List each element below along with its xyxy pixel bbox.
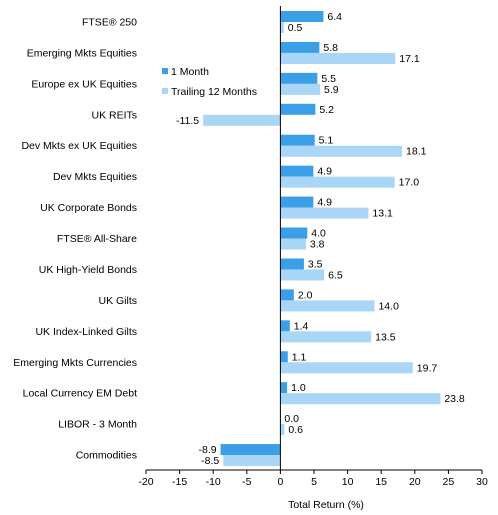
data-label: 5.5 — [321, 73, 336, 85]
bar-trailing-12-months — [280, 269, 325, 281]
bar-1-month — [280, 289, 294, 301]
data-label: 2.0 — [298, 289, 313, 301]
x-tick-label: 30 — [476, 476, 488, 488]
bar-1-month — [280, 72, 318, 84]
bar-trailing-12-months — [280, 238, 306, 250]
x-tick-label: 15 — [375, 476, 387, 488]
category-label: Europe ex UK Equities — [31, 78, 137, 90]
data-label: 5.2 — [319, 104, 334, 116]
bar-1-month — [280, 134, 315, 146]
data-label: 4.0 — [311, 228, 326, 240]
bar-1-month — [280, 320, 290, 332]
legend-swatch-trailing-12-months — [162, 88, 168, 94]
category-label: Commodities — [76, 450, 137, 462]
bar-trailing-12-months — [280, 176, 395, 188]
category-label: Emerging Mkts Currencies — [13, 357, 137, 369]
bar-trailing-12-months — [280, 83, 321, 95]
data-label: 17.0 — [399, 177, 420, 189]
data-label: 23.8 — [444, 393, 465, 405]
bars-layer — [203, 11, 441, 467]
bar-trailing-12-months — [203, 114, 281, 126]
bar-trailing-12-months — [280, 331, 372, 343]
category-label: UK High-Yield Bonds — [39, 264, 137, 276]
category-label: UK Corporate Bonds — [40, 202, 137, 214]
bar-trailing-12-months — [280, 424, 285, 436]
data-label: 4.9 — [317, 166, 332, 178]
x-tick-label: 10 — [342, 476, 354, 488]
bar-trailing-12-months — [223, 455, 281, 467]
bar-1-month — [280, 103, 316, 115]
data-label: 3.5 — [308, 258, 323, 270]
bar-1-month — [280, 258, 304, 270]
bar-1-month — [280, 165, 314, 177]
bar-1-month — [280, 196, 314, 208]
legend-label: 1 Month — [171, 66, 209, 78]
data-label: 17.1 — [399, 53, 420, 65]
category-label: UK Index-Linked Gilts — [35, 326, 137, 338]
x-tick-label: 0 — [277, 476, 283, 488]
legend: 1 Month Trailing 12 Months — [162, 66, 257, 98]
legend-label: Trailing 12 Months — [171, 86, 257, 98]
x-axis-title: Total Return (%) — [288, 499, 364, 511]
x-tick-label: 20 — [409, 476, 421, 488]
x-tick-label: 5 — [311, 476, 317, 488]
data-label: 6.5 — [328, 269, 343, 281]
category-label: Emerging Mkts Equities — [27, 47, 137, 59]
x-tick-label: -5 — [242, 476, 251, 488]
data-label: -8.9 — [198, 444, 216, 456]
category-label: LIBOR - 3 Month — [58, 419, 137, 431]
data-label: 5.8 — [323, 42, 338, 54]
category-labels: FTSE® 250 Emerging Mkts Equities Europe ex… — [13, 17, 137, 462]
bar-1-month — [220, 444, 281, 456]
data-label: 18.1 — [406, 146, 427, 158]
bar-1-month — [280, 41, 320, 53]
x-tick-label: -10 — [206, 476, 221, 488]
data-label: 6.4 — [327, 11, 342, 23]
data-label: 19.7 — [417, 362, 438, 374]
data-label: 13.1 — [372, 208, 393, 220]
bar-trailing-12-months — [280, 207, 369, 219]
bar-trailing-12-months — [280, 52, 396, 64]
category-label: Dev Mkts Equities — [53, 171, 137, 183]
bar-1-month — [280, 351, 288, 363]
bar-1-month — [280, 382, 288, 394]
data-label: 5.9 — [324, 84, 339, 96]
data-label: 13.5 — [375, 331, 396, 343]
bar-trailing-12-months — [280, 145, 403, 157]
x-tick-label: 25 — [443, 476, 455, 488]
data-label: 0.5 — [288, 22, 303, 34]
category-label: UK REITs — [91, 109, 137, 121]
legend-swatch-1-month — [162, 68, 168, 74]
bar-1-month — [280, 11, 324, 22]
data-label: 1.0 — [291, 382, 306, 394]
category-label: Local Currency EM Debt — [23, 388, 137, 400]
value-labels: 6.4 0.5 5.8 17.1 5.55.9 5.2 -11.5 5.1 18.1 4.9 17.… — [176, 11, 465, 467]
category-label: UK Gilts — [98, 295, 137, 307]
x-tick-label: -15 — [172, 476, 187, 488]
x-tick-label: -20 — [138, 476, 153, 488]
x-ticks: -20 -15 -10 -5 0 5 10 15 20 25 30 — [138, 470, 488, 488]
bar-trailing-12-months — [280, 300, 375, 312]
data-label: 0.0 — [284, 413, 299, 425]
category-label: FTSE® 250 — [82, 17, 137, 29]
data-label: 1.4 — [294, 320, 309, 332]
bar-1-month — [280, 227, 308, 239]
data-label: 4.9 — [317, 197, 332, 209]
data-label: 5.1 — [319, 135, 334, 147]
data-label: 1.1 — [292, 351, 307, 363]
data-label: -11.5 — [176, 115, 199, 127]
bar-trailing-12-months — [280, 362, 413, 374]
data-label: -8.5 — [201, 455, 219, 467]
bar-trailing-12-months — [280, 22, 284, 33]
data-label: 0.6 — [288, 424, 303, 436]
data-label: 14.0 — [378, 300, 399, 312]
category-label: FTSE® All-Share — [57, 233, 137, 245]
bar-trailing-12-months — [280, 393, 441, 405]
category-label: Dev Mkts ex UK Equities — [21, 140, 137, 152]
data-label: 3.8 — [310, 239, 325, 251]
